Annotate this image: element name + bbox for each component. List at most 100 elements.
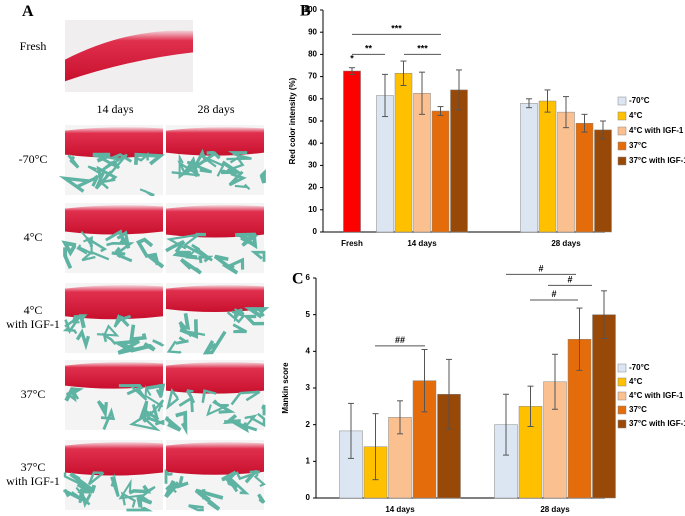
y-tick-label: 6 bbox=[306, 273, 311, 282]
bone-trabecula bbox=[164, 468, 173, 484]
row-label: 37°C bbox=[21, 460, 46, 474]
y-tick-label: 60 bbox=[308, 94, 317, 103]
panel-label: C bbox=[292, 271, 304, 288]
row-label: 4°C bbox=[24, 230, 43, 244]
y-tick-label: 20 bbox=[308, 183, 317, 192]
legend-swatch bbox=[617, 377, 627, 387]
x-tick-label: Fresh bbox=[341, 239, 363, 248]
significance-label: * bbox=[350, 53, 354, 63]
legend-label: -70°C bbox=[629, 96, 650, 105]
column-label: 14 days bbox=[97, 102, 134, 116]
bone-trabecula bbox=[144, 252, 165, 269]
bone-trabecula bbox=[244, 414, 258, 428]
legend-label: 4°C with IGF-1 bbox=[629, 126, 684, 135]
bone-trabecula bbox=[166, 340, 182, 354]
bone-trabecula bbox=[78, 314, 88, 329]
bone-trabecula bbox=[144, 404, 160, 421]
histology-image bbox=[164, 440, 266, 512]
bone-trabecula bbox=[202, 330, 227, 355]
x-tick-label: 28 days bbox=[540, 505, 570, 514]
significance-label: # bbox=[538, 263, 543, 273]
bone-trabecula bbox=[194, 488, 224, 511]
cartilage bbox=[65, 362, 163, 389]
bone-trabecula bbox=[113, 313, 129, 328]
bone-trabecula bbox=[188, 504, 204, 512]
bone-trabecula bbox=[96, 400, 109, 419]
histology-image bbox=[166, 125, 266, 195]
histology-image bbox=[165, 203, 266, 275]
bone-trabecula bbox=[166, 233, 200, 250]
y-tick-label: 3 bbox=[306, 383, 311, 392]
histology-image bbox=[64, 360, 166, 432]
bone-trabecula bbox=[81, 250, 110, 262]
bone-trabecula bbox=[146, 416, 165, 426]
bone-trabecula bbox=[152, 339, 165, 347]
legend-swatch bbox=[617, 391, 627, 401]
legend-swatch bbox=[617, 405, 627, 415]
cartilage bbox=[166, 127, 264, 156]
y-tick-label: 10 bbox=[308, 205, 317, 214]
bar bbox=[557, 111, 575, 233]
bone-trabecula bbox=[201, 155, 225, 177]
bone-trabecula bbox=[234, 183, 251, 191]
bone-trabecula bbox=[172, 250, 198, 260]
y-tick-label: 1 bbox=[306, 456, 311, 465]
bone-trabecula bbox=[120, 491, 137, 508]
bar bbox=[575, 122, 594, 233]
bone-trabecula bbox=[63, 247, 73, 270]
cartilage bbox=[65, 205, 163, 235]
bone-trabecula bbox=[129, 410, 161, 432]
histology-image bbox=[164, 360, 266, 436]
bone-trabecula bbox=[78, 244, 93, 255]
bone-trabecula bbox=[232, 420, 258, 433]
y-tick-label: 50 bbox=[308, 116, 317, 125]
bone-trabecula bbox=[76, 483, 94, 494]
row-label: with IGF-1 bbox=[6, 474, 60, 488]
y-tick-label: 5 bbox=[306, 310, 311, 319]
bone-trabecula bbox=[221, 470, 237, 483]
bone-trabecula bbox=[80, 230, 93, 247]
y-tick-label: 2 bbox=[306, 420, 311, 429]
significance-label: ## bbox=[395, 335, 405, 345]
bone-trabecula bbox=[226, 310, 246, 324]
bone-trabecula bbox=[116, 253, 133, 263]
row-label: 4°C bbox=[24, 303, 43, 317]
bone-trabecula bbox=[222, 414, 241, 425]
bone-trabecula bbox=[193, 148, 218, 169]
bone-trabecula bbox=[129, 324, 147, 342]
bone-trabecula bbox=[228, 170, 247, 187]
row-label: with IGF-1 bbox=[6, 317, 60, 331]
cartilage bbox=[166, 205, 264, 238]
bone-trabecula bbox=[67, 154, 80, 169]
legend-label: -70°C bbox=[629, 363, 650, 372]
bone-trabecula bbox=[178, 312, 191, 331]
cartilage bbox=[166, 362, 264, 394]
bone-trabecula bbox=[102, 332, 117, 346]
y-tick-label: 30 bbox=[308, 161, 317, 170]
bone-trabecula bbox=[134, 152, 149, 162]
histology-image bbox=[166, 283, 270, 355]
bone-trabecula bbox=[118, 384, 144, 396]
bone-trabecula bbox=[178, 396, 194, 413]
bone-trabecula bbox=[166, 387, 180, 410]
bone-trabecula bbox=[110, 473, 120, 498]
bone-trabecula bbox=[78, 488, 92, 509]
significance-label: ** bbox=[365, 43, 373, 53]
panel-label: A bbox=[22, 3, 34, 20]
x-tick-label: 28 days bbox=[551, 239, 581, 248]
bone-trabecula bbox=[175, 336, 189, 345]
bone-trabecula bbox=[87, 471, 105, 486]
histology-image bbox=[58, 125, 166, 197]
bone-trabecula bbox=[96, 165, 118, 182]
bone-trabecula bbox=[250, 250, 266, 262]
y-tick-label: 90 bbox=[308, 27, 317, 36]
bone-trabecula bbox=[244, 470, 258, 484]
bone-trabecula bbox=[179, 258, 202, 275]
legend-swatch bbox=[617, 363, 627, 373]
bar bbox=[394, 73, 413, 233]
bone-trabecula bbox=[175, 410, 188, 436]
bone-trabecula bbox=[146, 383, 166, 397]
bone-trabecula bbox=[96, 324, 120, 337]
bone-trabecula bbox=[236, 233, 258, 250]
